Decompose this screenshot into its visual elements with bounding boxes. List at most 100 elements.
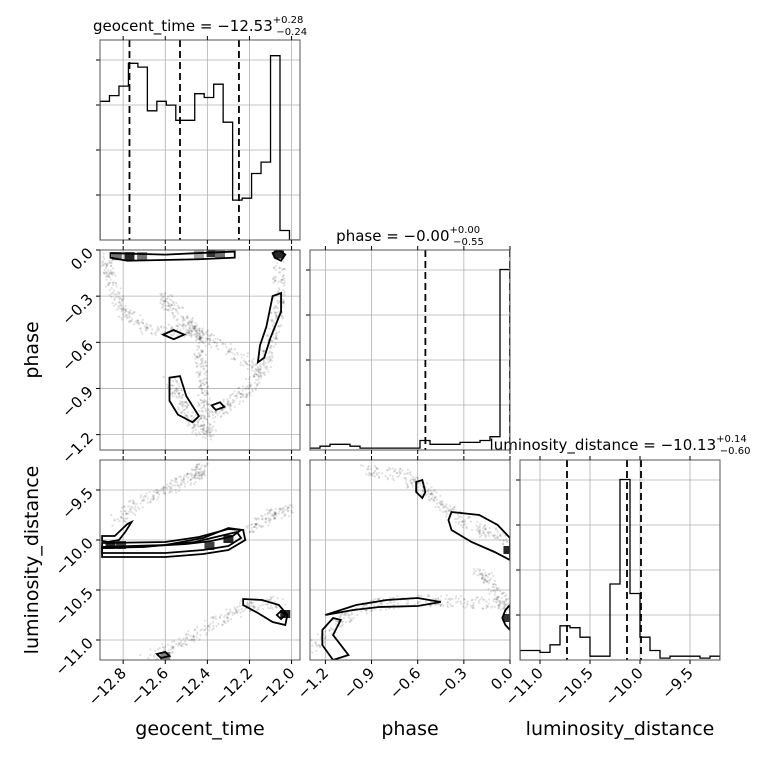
sample-point (134, 508, 137, 511)
sample-point (483, 578, 487, 581)
sample-point (502, 600, 506, 603)
sample-point (110, 513, 113, 517)
sample-point (185, 333, 188, 336)
sample-point (426, 482, 429, 485)
sample-point (205, 391, 208, 394)
sample-point (172, 384, 175, 387)
sample-point (470, 599, 473, 602)
sample-point (463, 598, 466, 601)
sample-point (105, 263, 108, 266)
panel-phase-phase (306, 246, 511, 454)
sample-point (198, 385, 201, 388)
sample-point (245, 362, 248, 365)
sample-point (219, 339, 222, 342)
sample-point (111, 524, 114, 527)
sample-point (482, 531, 485, 534)
sample-point (230, 357, 233, 361)
sample-point (167, 295, 170, 298)
sample-point (176, 318, 179, 321)
sample-point (201, 334, 204, 337)
sample-point (342, 616, 346, 620)
sample-point (202, 472, 205, 476)
sample-point (451, 597, 454, 601)
sample-point (434, 603, 437, 606)
sample-point (104, 266, 108, 270)
sample-point (210, 334, 213, 337)
sample-point (432, 499, 435, 502)
sample-point (196, 356, 199, 359)
sample-point (441, 503, 444, 506)
sample-point (493, 537, 496, 540)
sample-point (192, 429, 195, 432)
sample-point (418, 594, 421, 598)
sample-point (194, 325, 197, 328)
sample-point (346, 611, 349, 615)
sample-point (212, 617, 216, 620)
sample-point (275, 605, 278, 608)
panel-phase-geocent_time: −1.2−0.9−0.6−0.30.0 (58, 244, 301, 467)
sample-point (100, 264, 103, 268)
sample-point (160, 306, 164, 309)
sample-point (245, 385, 249, 388)
sample-point (460, 516, 463, 519)
sample-point (205, 429, 208, 432)
contour-line (210, 401, 226, 412)
sample-point (367, 465, 370, 468)
sample-point (371, 599, 374, 602)
sample-point (502, 603, 506, 606)
sample-point (202, 427, 205, 430)
sample-point (377, 598, 380, 601)
sample-point (481, 576, 484, 580)
sample-point (432, 598, 435, 601)
sample-point (236, 353, 239, 356)
sample-point (169, 304, 172, 307)
sample-point (174, 379, 177, 382)
sample-point (427, 490, 430, 493)
sample-point (215, 617, 218, 621)
sample-point (492, 574, 495, 577)
sample-point (410, 482, 414, 485)
sample-point (203, 407, 207, 410)
panel-frame (309, 249, 511, 451)
sample-point (436, 603, 440, 606)
sample-point (200, 401, 203, 405)
sample-point (149, 500, 152, 504)
sample-point (167, 308, 170, 311)
sample-point (120, 316, 123, 319)
sample-point (181, 410, 184, 413)
sample-point (500, 592, 503, 596)
sample-point (209, 622, 212, 625)
sample-point (147, 657, 150, 660)
sample-point (281, 281, 284, 285)
sample-point (167, 309, 170, 312)
sample-point (478, 573, 482, 576)
sample-point (482, 568, 485, 572)
sample-point (229, 407, 232, 410)
sample-point (281, 278, 284, 281)
sample-point (205, 364, 208, 367)
sample-point (431, 492, 434, 495)
sample-point (377, 598, 380, 601)
sample-point (242, 400, 245, 403)
sample-point (211, 621, 215, 624)
sample-point (481, 607, 485, 610)
sample-point (247, 604, 250, 607)
sample-point (268, 511, 272, 514)
sample-point (273, 297, 276, 300)
sample-point (249, 384, 252, 388)
sample-point (110, 272, 114, 275)
sample-point (131, 318, 134, 321)
sample-point (210, 333, 213, 336)
sample-point (275, 514, 278, 518)
sample-point (476, 520, 479, 523)
sample-point (213, 420, 216, 423)
sample-point (350, 611, 353, 614)
sample-point (505, 538, 508, 541)
sample-point (272, 266, 276, 270)
sample-point (251, 365, 254, 368)
sample-point (392, 479, 395, 482)
sample-point (282, 292, 285, 295)
sample-point (108, 293, 111, 297)
sample-point (497, 604, 500, 607)
sample-point (169, 328, 172, 331)
